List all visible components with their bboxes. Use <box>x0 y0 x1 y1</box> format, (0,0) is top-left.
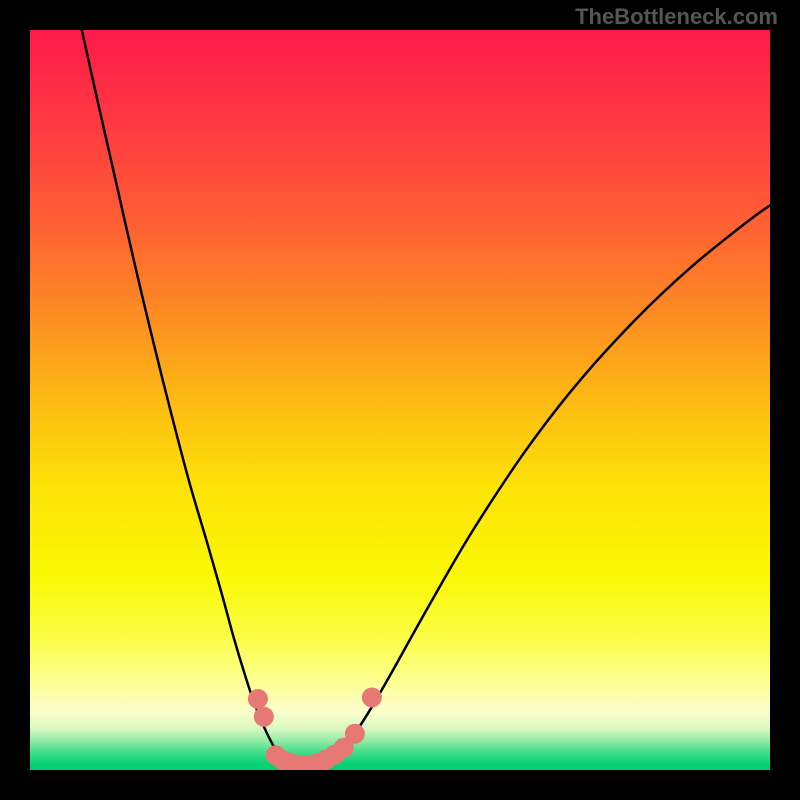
curve-marker <box>345 724 365 744</box>
plot-area <box>30 30 770 770</box>
curve-marker <box>362 687 382 707</box>
chart-svg <box>30 30 770 770</box>
watermark-text: TheBottleneck.com <box>575 4 778 30</box>
curve-marker <box>254 707 274 727</box>
curve-marker <box>248 689 268 709</box>
